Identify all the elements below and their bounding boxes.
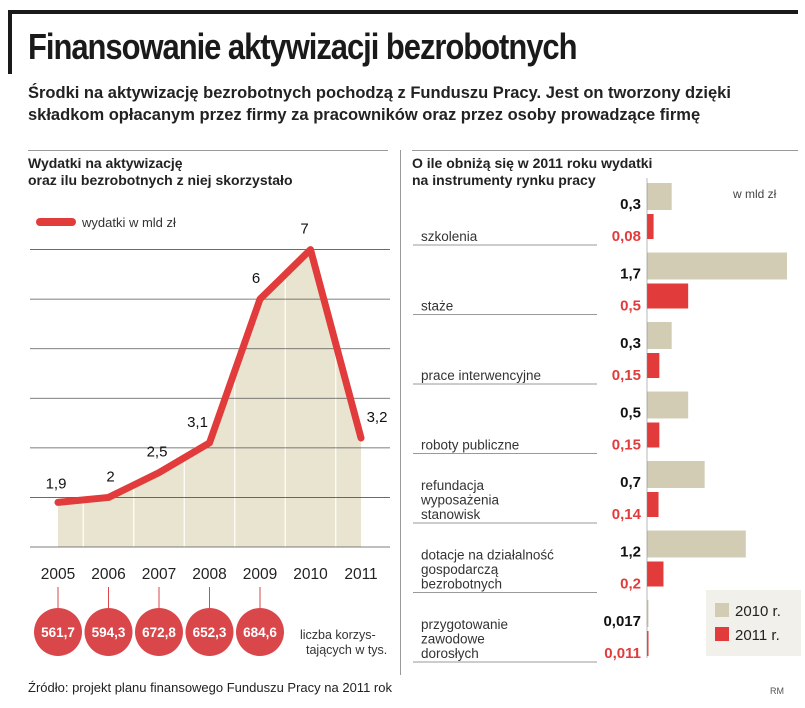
bar-chart: w mld zł 0,3 0,08 szkolenia 1,7 0,5 staże 0,3 0,… <box>413 178 801 663</box>
frame-top-border <box>8 10 798 14</box>
x-tick-label: 2007 <box>142 566 176 583</box>
beneficiaries-bubble <box>34 608 82 656</box>
x-tick-label: 2011 <box>344 566 377 583</box>
data-label: 2,5 <box>147 444 168 461</box>
category-label: przygotowanie <box>421 617 508 632</box>
category-label: bezrobotnych <box>421 577 502 592</box>
category-label: zawodowe <box>421 632 485 647</box>
bar-2011 <box>647 214 654 239</box>
source-note: Źródło: projekt planu finansowego Fundus… <box>28 680 392 695</box>
category-label: gospodarczą <box>421 562 499 577</box>
x-tick-label: 2006 <box>91 566 125 583</box>
bar-2010 <box>647 600 649 627</box>
bar-2010 <box>647 391 689 419</box>
legend-box <box>706 590 801 656</box>
bubble-value: 652,3 <box>193 625 227 640</box>
x-tick-label: 2008 <box>192 566 226 583</box>
legend-swatch-2010 <box>715 603 729 617</box>
bar-2010 <box>647 461 705 488</box>
legend-label: wydatki w mld zł <box>81 215 176 230</box>
data-label: 6 <box>252 270 260 287</box>
value-label-2010: 1,7 <box>620 266 641 283</box>
bar-2010 <box>647 322 672 349</box>
bar-2010 <box>647 183 672 210</box>
beneficiaries-bubble <box>135 608 183 656</box>
bar-chart-title-2: na instrumenty rynku pracy <box>412 172 596 188</box>
category-label: prace interwencyjne <box>421 368 541 383</box>
beneficiaries-bubble <box>236 608 284 656</box>
line-chart-title-2: oraz ilu bezrobotnych z niej skorzystało <box>28 172 293 188</box>
x-tick-label: 2005 <box>41 566 75 583</box>
bar-chart-title-1: O ile obniżą się w 2011 roku wydatki <box>412 155 653 171</box>
category-label: roboty publiczne <box>421 438 519 453</box>
value-label-2010: 0,3 <box>620 196 641 213</box>
data-label: 1,9 <box>46 475 67 492</box>
lead-text: Środki na aktywizację bezrobotnych pocho… <box>28 82 798 126</box>
line-chart-title: Wydatki na aktywizację oraz ilu bezrobot… <box>28 155 293 189</box>
bubble-value: 684,6 <box>243 625 277 640</box>
bar-2010 <box>647 530 746 558</box>
category-label: szkolenia <box>421 229 478 244</box>
data-label: 3,2 <box>367 409 388 426</box>
value-label-2011: 0,15 <box>612 437 641 454</box>
right-panel-divider <box>412 150 798 151</box>
value-label-2010: 0,017 <box>603 613 641 630</box>
value-label-2010: 0,7 <box>620 474 641 491</box>
bar-2010 <box>647 252 787 280</box>
value-label-2011: 0,08 <box>612 228 641 245</box>
bar-2011 <box>647 561 664 587</box>
category-label: dotacje na działalność <box>421 548 554 563</box>
legend-label-2011: 2011 r. <box>735 627 780 644</box>
legend-label-2010: 2010 r. <box>735 603 781 620</box>
bubble-caption-1: liczba korzys- <box>300 628 376 642</box>
bubble-value: 672,8 <box>142 625 176 640</box>
bar-2011 <box>647 283 689 309</box>
value-label-2011: 0,011 <box>604 645 641 662</box>
left-panel-divider <box>28 150 388 151</box>
page-title: Finansowanie aktywizacji bezrobotnych <box>28 26 578 67</box>
category-label: stanowisk <box>421 507 481 522</box>
category-label: staże <box>421 299 453 314</box>
bubble-value: 561,7 <box>41 625 75 640</box>
frame-left-border <box>8 10 12 74</box>
bar-chart-title: O ile obniżą się w 2011 roku wydatki na … <box>412 155 652 189</box>
category-label: refundacja <box>421 478 485 493</box>
beneficiaries-bubble <box>185 608 234 656</box>
bar-2011 <box>647 422 660 448</box>
panel-separator <box>400 150 401 675</box>
lead-line-2: składkom opłacanym przez firmy za pracow… <box>28 106 701 124</box>
line-chart: wydatki w mld zł 1,9 2 2,5 3,1 6 7 3,2 2005 2006 2… <box>30 215 390 657</box>
legend-swatch-2011 <box>715 627 729 641</box>
data-label: 2 <box>106 468 114 485</box>
x-tick-label: 2010 <box>293 566 328 583</box>
value-label-2010: 1,2 <box>620 544 641 561</box>
author-credit: RM <box>770 686 784 696</box>
series-line-wydatki <box>54 246 365 506</box>
value-label-2010: 0,3 <box>620 335 641 352</box>
bar-2011 <box>647 631 649 656</box>
bar-2011 <box>647 492 659 517</box>
data-label: 7 <box>300 221 308 238</box>
category-label: wyposażenia <box>420 493 500 508</box>
data-label: 3,1 <box>187 414 208 431</box>
lead-line-1: Środki na aktywizację bezrobotnych pocho… <box>28 84 731 102</box>
category-label: dorosłych <box>421 646 479 661</box>
value-label-2010: 0,5 <box>620 405 641 422</box>
value-label-2011: 0,15 <box>612 367 641 384</box>
beneficiaries-bubble <box>84 608 133 656</box>
x-tick-label: 2009 <box>243 566 277 583</box>
bubble-caption-2: tających w tys. <box>306 643 387 657</box>
value-label-2011: 0,14 <box>612 506 642 523</box>
bar-2011 <box>647 353 660 378</box>
unit-label: w mld zł <box>732 187 777 201</box>
value-label-2011: 0,5 <box>620 298 641 315</box>
value-label-2011: 0,2 <box>620 576 641 593</box>
bubble-value: 594,3 <box>92 625 126 640</box>
line-chart-title-1: Wydatki na aktywizację <box>28 155 183 171</box>
